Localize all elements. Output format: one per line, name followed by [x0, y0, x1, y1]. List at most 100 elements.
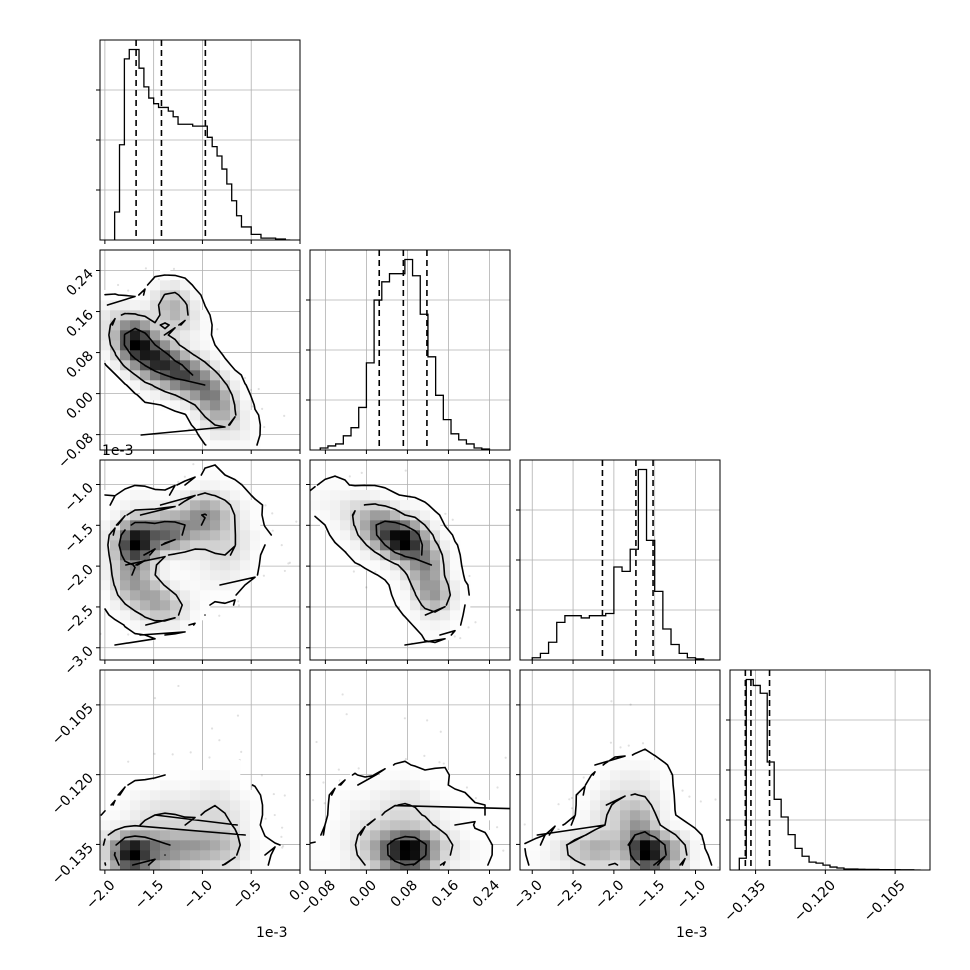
contour-level-2 [108, 291, 237, 436]
density-cell [180, 290, 191, 301]
density-cell [460, 790, 471, 801]
density-cell [170, 510, 181, 521]
density-cell [140, 300, 151, 311]
scatter-point [236, 714, 240, 717]
density-cell [330, 860, 341, 870]
scatter-point [384, 883, 386, 885]
density-cell [400, 540, 411, 551]
scatter-point [100, 876, 102, 878]
scatter-point [360, 471, 363, 474]
density-cell [650, 770, 661, 781]
density-cell [230, 420, 241, 431]
density-cell [390, 810, 401, 821]
density-cell [430, 770, 441, 781]
density-cell [130, 800, 141, 811]
density-cell [400, 770, 411, 781]
scatter-point [557, 828, 560, 831]
density-cell [530, 850, 541, 861]
density-cell [100, 820, 111, 831]
density-cell [220, 360, 231, 371]
panel-frame [99, 39, 301, 241]
density-cell [580, 810, 591, 821]
density-cell [400, 590, 411, 601]
density-cell [420, 550, 431, 561]
scatter-point [438, 884, 440, 886]
scatter-point [306, 803, 308, 805]
scatter-point [442, 762, 445, 765]
histogram-steps [738, 678, 921, 870]
density-cell [130, 340, 141, 351]
density-cell [190, 370, 201, 381]
density-cell [150, 350, 161, 361]
density-cell [610, 790, 621, 801]
scatter-point [144, 267, 148, 270]
density-cell [660, 820, 671, 831]
scatter-point [177, 876, 179, 878]
density-cell [450, 620, 461, 631]
density-cell [140, 780, 151, 791]
density-cell [170, 320, 181, 331]
density-cell [230, 850, 241, 861]
density-cell [450, 590, 461, 601]
scatter-point [451, 518, 454, 521]
density-cell [680, 830, 691, 841]
density-cell [350, 510, 361, 521]
density-cell [350, 540, 361, 551]
density-cell [390, 580, 401, 591]
density-cell [410, 840, 421, 851]
density-cell [370, 530, 381, 541]
density-cell [450, 560, 461, 571]
density-cell [540, 840, 551, 851]
scatter-point [150, 872, 152, 874]
density-cell [220, 760, 231, 771]
density-cell [250, 570, 261, 581]
density-cell [620, 830, 631, 841]
density-cell [220, 790, 231, 801]
scatter-point [93, 539, 95, 541]
contour-level-3 [524, 748, 713, 866]
density-cell [160, 780, 171, 791]
scatter-point [83, 828, 85, 830]
density-cell [650, 850, 661, 861]
density-cell [570, 860, 581, 870]
density-cell [570, 850, 581, 861]
scatter-point [348, 475, 351, 478]
density-cell [400, 600, 411, 611]
density-cell [420, 860, 431, 870]
scatter-point [287, 562, 290, 565]
density-cell [310, 500, 321, 511]
density-cell [120, 310, 131, 321]
density-cell [350, 770, 361, 781]
scatter-point [292, 848, 294, 850]
density-cell [570, 820, 581, 831]
scatter-point [399, 871, 401, 873]
density-cell [360, 560, 371, 571]
density-cell [390, 780, 401, 791]
x-tick-label: −2.0 [592, 877, 627, 912]
density-cell [110, 610, 121, 621]
density-cell [170, 340, 181, 351]
scatter-point [428, 873, 430, 875]
scatter-point [142, 871, 144, 873]
density-cell [440, 620, 451, 631]
scatter-point [524, 820, 526, 822]
density-fill [310, 480, 471, 641]
scatter-point [97, 838, 99, 840]
density-cell [400, 500, 411, 511]
density-cell [190, 300, 201, 311]
density-cell [600, 760, 611, 771]
density-cell [490, 790, 501, 801]
density-cell [170, 560, 181, 571]
density-cell [700, 850, 711, 861]
density-cell [390, 820, 401, 831]
density-cell [190, 580, 201, 591]
density-cell [240, 850, 251, 861]
density-cell [200, 360, 211, 371]
density-cell [160, 560, 171, 571]
density-cell [470, 850, 481, 861]
scatter-point [243, 376, 247, 380]
contour-level-2 [351, 503, 452, 616]
scatter-point [246, 690, 248, 692]
density-cell [170, 580, 181, 591]
density-cell [410, 530, 421, 541]
